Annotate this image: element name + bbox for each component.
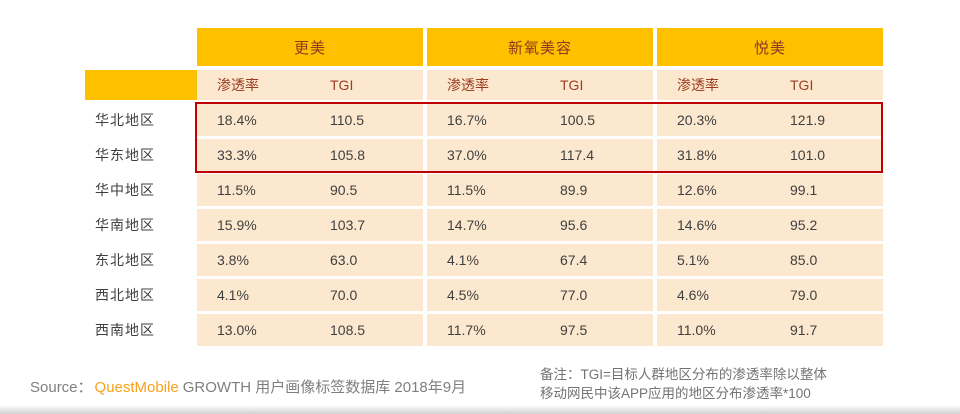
- table-row: 华南地区 15.9% 103.7 14.7% 95.6 14.6% 95.2: [85, 209, 883, 241]
- source-suffix: GROWTH 用户画像标签数据库 2018年9月: [182, 379, 467, 396]
- metric-header-tgi: TGI: [310, 70, 423, 100]
- region-cell: 华南地区: [85, 209, 197, 241]
- source-line: Source： QuestMobile GROWTH 用户画像标签数据库 2018年…: [30, 376, 466, 397]
- value-cell: 95.6: [540, 209, 653, 241]
- app-name-label: 更美: [293, 39, 326, 57]
- value-cell: 121.9: [770, 104, 883, 136]
- value-cell: 108.5: [310, 314, 423, 346]
- region-cell: 西南地区: [85, 314, 197, 346]
- value-cell: 5.1%: [657, 244, 770, 276]
- metric-header-penetration: 渗透率: [197, 70, 310, 100]
- value-cell: 11.5%: [197, 174, 310, 206]
- value-cell: 11.5%: [427, 174, 540, 206]
- value-cell: 4.5%: [427, 279, 540, 311]
- table-header-metrics: 渗透率 TGI 渗透率 TGI 渗透率 TGI: [85, 70, 883, 100]
- table-row: 华北地区 18.4% 110.5 16.7% 100.5 20.3% 121.9: [85, 104, 883, 136]
- source-brand: QuestMobile: [94, 379, 179, 396]
- value-cell: 14.6%: [657, 209, 770, 241]
- value-cell: 79.0: [770, 279, 883, 311]
- value-cell: 95.2: [770, 209, 883, 241]
- metric-header-tgi: TGI: [540, 70, 653, 100]
- value-cell: 77.0: [540, 279, 653, 311]
- value-cell: 31.8%: [657, 139, 770, 171]
- app-header-gengmei: 更美: [197, 28, 423, 66]
- value-cell: 4.1%: [197, 279, 310, 311]
- note-line-1: 备注：TGI=目标人群地区分布的渗透率除以整体: [540, 367, 827, 382]
- app-name-label: 新氧美容: [507, 39, 572, 57]
- value-cell: 14.7%: [427, 209, 540, 241]
- value-cell: 12.6%: [657, 174, 770, 206]
- value-cell: 91.7: [770, 314, 883, 346]
- value-cell: 18.4%: [197, 104, 310, 136]
- value-cell: 15.9%: [197, 209, 310, 241]
- value-cell: 16.7%: [427, 104, 540, 136]
- value-cell: 110.5: [310, 104, 423, 136]
- value-cell: 63.0: [310, 244, 423, 276]
- region-cell: 华北地区: [85, 104, 197, 136]
- value-cell: 20.3%: [657, 104, 770, 136]
- region-cell: 华东地区: [85, 139, 197, 171]
- value-cell: 13.0%: [197, 314, 310, 346]
- corner-cell-empty: [85, 28, 197, 66]
- value-cell: 100.5: [540, 104, 653, 136]
- value-cell: 70.0: [310, 279, 423, 311]
- corner-cell-gold: [85, 70, 197, 100]
- value-cell: 89.9: [540, 174, 653, 206]
- metric-header-penetration: 渗透率: [657, 70, 770, 100]
- app-header-yuemei: 悦美: [657, 28, 883, 66]
- region-cell: 东北地区: [85, 244, 197, 276]
- value-cell: 90.5: [310, 174, 423, 206]
- value-cell: 3.8%: [197, 244, 310, 276]
- value-cell: 105.8: [310, 139, 423, 171]
- metric-header-tgi: TGI: [770, 70, 883, 100]
- value-cell: 101.0: [770, 139, 883, 171]
- value-cell: 37.0%: [427, 139, 540, 171]
- note-line-2: 移动网民中该APP应用的地区分布渗透率*100: [540, 386, 811, 401]
- value-cell: 11.7%: [427, 314, 540, 346]
- table-row: 东北地区 3.8% 63.0 4.1% 67.4 5.1% 85.0: [85, 244, 883, 276]
- value-cell: 103.7: [310, 209, 423, 241]
- value-cell: 4.6%: [657, 279, 770, 311]
- metric-header-penetration: 渗透率: [427, 70, 540, 100]
- region-cell: 西北地区: [85, 279, 197, 311]
- region-cell: 华中地区: [85, 174, 197, 206]
- table-row: 华东地区 33.3% 105.8 37.0% 117.4 31.8% 101.0: [85, 139, 883, 171]
- value-cell: 4.1%: [427, 244, 540, 276]
- value-cell: 11.0%: [657, 314, 770, 346]
- table-header-apps: 更美 新氧美容 悦美: [85, 28, 883, 66]
- value-cell: 99.1: [770, 174, 883, 206]
- source-prefix: Source：: [30, 379, 93, 396]
- value-cell: 117.4: [540, 139, 653, 171]
- value-cell: 67.4: [540, 244, 653, 276]
- note-block: 备注：TGI=目标人群地区分布的渗透率除以整体 移动网民中该APP应用的地区分布…: [540, 365, 827, 403]
- app-header-soyoung: 新氧美容: [427, 28, 653, 66]
- app-name-label: 悦美: [753, 39, 786, 57]
- value-cell: 85.0: [770, 244, 883, 276]
- table-row: 西南地区 13.0% 108.5 11.7% 97.5 11.0% 91.7: [85, 314, 883, 346]
- table-row: 西北地区 4.1% 70.0 4.5% 77.0 4.6% 79.0: [85, 279, 883, 311]
- penetration-tgi-table: 更美 新氧美容 悦美 渗透率 TGI 渗透率 TGI 渗透率 TGI 华北地区 1…: [85, 28, 883, 346]
- table-body: 华北地区 18.4% 110.5 16.7% 100.5 20.3% 121.9 华东地区 33…: [85, 104, 883, 346]
- value-cell: 97.5: [540, 314, 653, 346]
- value-cell: 33.3%: [197, 139, 310, 171]
- table-row: 华中地区 11.5% 90.5 11.5% 89.9 12.6% 99.1: [85, 174, 883, 206]
- card-shadow: [0, 405, 960, 414]
